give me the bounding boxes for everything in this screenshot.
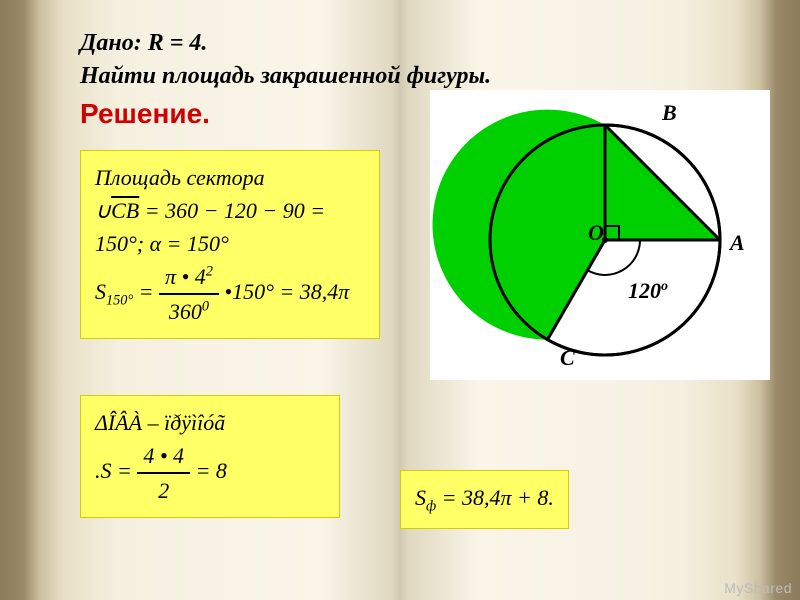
arc-cb: CB	[111, 198, 139, 223]
triangle-box: ΔÎÂÀ – ïðÿìîóã .S = 4 • 4 2 = 8	[80, 395, 340, 518]
label-A: A	[728, 230, 745, 255]
label-B: B	[661, 100, 677, 125]
triangle-fraction: 4 • 4 2	[137, 439, 190, 507]
triangle-formula: .S = 4 • 4 2 = 8	[95, 439, 325, 507]
find-line: Найти площадь закрашенной фигуры.	[80, 63, 720, 90]
sector-line3: 150°; α = 150°	[95, 227, 365, 260]
diagram-svg: O A B C 120o	[430, 90, 770, 380]
given-line: Дано: R = 4.	[80, 30, 720, 57]
circle-diagram: O A B C 120o	[430, 90, 770, 380]
result-box: Sф = 38,4π + 8.	[400, 470, 569, 529]
triangle-line1: ΔÎÂÀ – ïðÿìîóã	[95, 406, 325, 439]
page-content: Дано: R = 4. Найти площадь закрашенной ф…	[0, 0, 800, 600]
sector-formula: S150° = π • 42 3600 •150° = 38,4π	[95, 260, 365, 328]
sector-fraction: π • 42 3600	[159, 260, 219, 328]
sector-line1: Площадь сектора	[95, 161, 365, 194]
sector-area-box: Площадь сектора ∪CB = 360 − 120 − 90 = 1…	[80, 150, 380, 339]
label-O: O	[588, 220, 604, 245]
sector-line2: ∪CB = 360 − 120 − 90 =	[95, 194, 365, 227]
watermark: MyShared	[724, 580, 792, 596]
label-C: C	[560, 345, 575, 370]
